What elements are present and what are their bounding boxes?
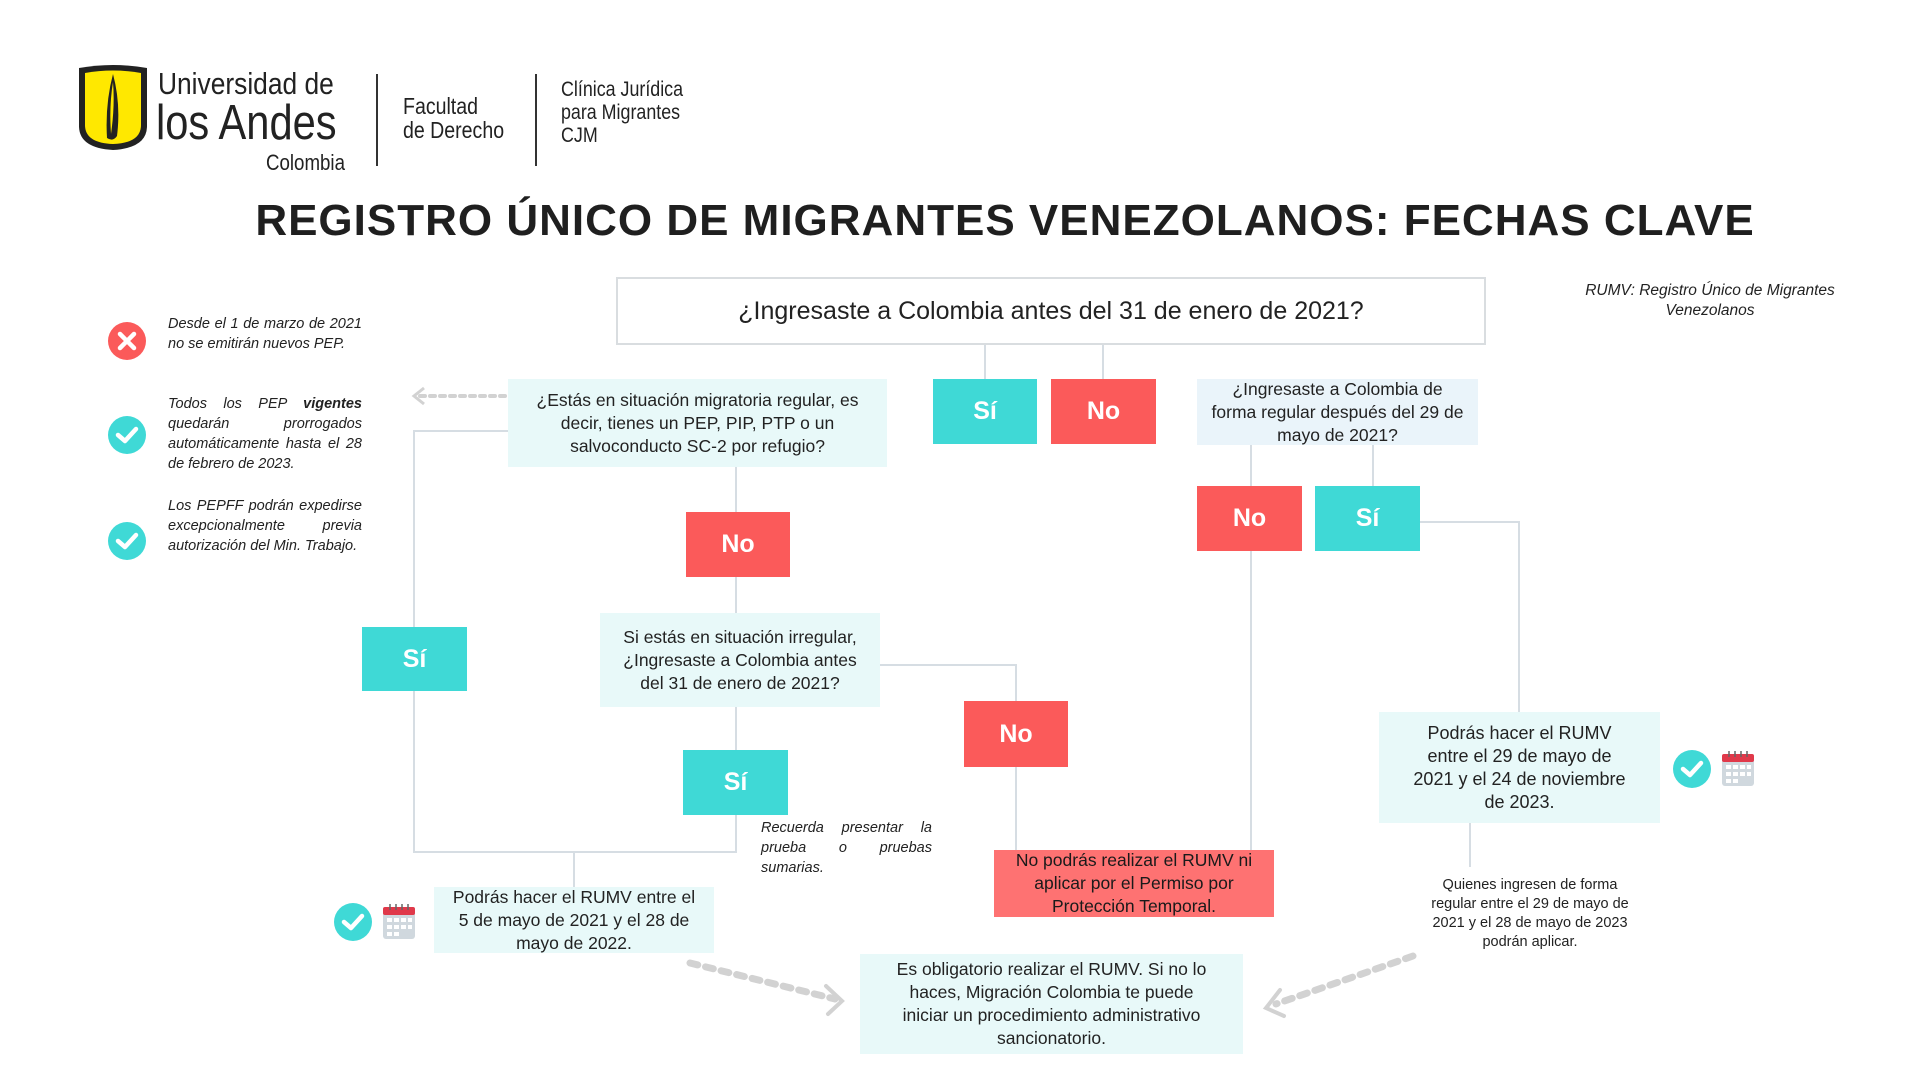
page-title: REGISTRO ÚNICO DE MIGRANTES VENEZOLANOS:…	[255, 196, 1755, 245]
clinic-name: Clínica Jurídica para Migrantes CJM	[561, 78, 683, 147]
clinic-line1: Clínica Jurídica	[561, 78, 684, 101]
clinic-line3: CJM	[561, 124, 598, 147]
faculty-line2: de Derecho	[403, 117, 505, 143]
faculty-line1: Facultad	[403, 93, 478, 119]
note-pep-extended: Todos los PEP vigentes quedarán prorroga…	[168, 394, 362, 474]
note-text: quedarán prorrogados automáticamente has…	[168, 416, 362, 472]
reminder-note: Recuerda presentar la prueba o pruebas s…	[761, 820, 932, 876]
faculty-name: Facultad de Derecho	[403, 94, 504, 142]
calendar-icon	[1722, 751, 1754, 786]
logo-divider	[376, 74, 378, 166]
university-name-line1: Universidad de	[158, 66, 334, 101]
answer-yes: Sí	[683, 750, 788, 815]
logo-divider	[535, 74, 537, 166]
answer-no: No	[1197, 486, 1302, 551]
result-rumv-until-may-2022: Podrás hacer el RUMV entre el 5 de mayo …	[434, 887, 714, 953]
check-circle-icon	[1673, 750, 1711, 788]
dotted-arrow-left-icon	[411, 386, 507, 406]
answer-no: No	[686, 512, 790, 577]
question-regular-status: ¿Estás en situación migratoria regular, …	[508, 379, 887, 467]
clinic-line2: para Migrantes	[561, 101, 681, 124]
result-not-eligible: No podrás realizar el RUMV ni aplicar po…	[994, 850, 1274, 917]
university-country: Colombia	[266, 150, 345, 175]
check-circle-icon	[108, 522, 146, 560]
answer-yes: Sí	[1315, 486, 1420, 551]
university-name-line2: los Andes	[156, 96, 337, 150]
question-entry-before-jan-2021: ¿Ingresaste a Colombia antes del 31 de e…	[616, 277, 1486, 345]
check-circle-icon	[108, 416, 146, 454]
note-text: Todos los PEP	[168, 396, 304, 412]
dotted-arrow-bottom-right-icon	[1262, 952, 1417, 1018]
late-entry-note: Quienes ingresen de forma regular entre …	[1431, 877, 1629, 950]
question-irregular-before-jan-2021: Si estás en situación irregular, ¿Ingres…	[600, 613, 880, 707]
x-circle-icon	[108, 322, 146, 360]
shield-icon	[79, 65, 147, 150]
mandatory-rumv-warning: Es obligatorio realizar el RUMV. Si no l…	[860, 954, 1243, 1054]
note-pepff: Los PEPFF podrán expedirse excepcionalme…	[168, 498, 362, 554]
glossary-note: RUMV: Registro Único de Migrantes Venezo…	[1585, 282, 1835, 319]
note-bold-text: vigentes	[303, 396, 362, 412]
check-circle-icon	[334, 903, 372, 941]
answer-yes: Sí	[362, 627, 467, 691]
answer-no: No	[1051, 379, 1156, 444]
note-no-new-pep: Desde el 1 de marzo de 2021 no se emitir…	[168, 316, 362, 352]
answer-yes: Sí	[933, 379, 1037, 444]
result-rumv-until-nov-2023: Podrás hacer el RUMV entre el 29 de mayo…	[1379, 712, 1660, 823]
answer-no: No	[964, 701, 1068, 767]
question-regular-after-may-2021: ¿Ingresaste a Colombia de forma regular …	[1197, 379, 1478, 445]
calendar-icon	[383, 904, 415, 939]
dotted-arrow-bottom-left-icon	[686, 959, 845, 1016]
